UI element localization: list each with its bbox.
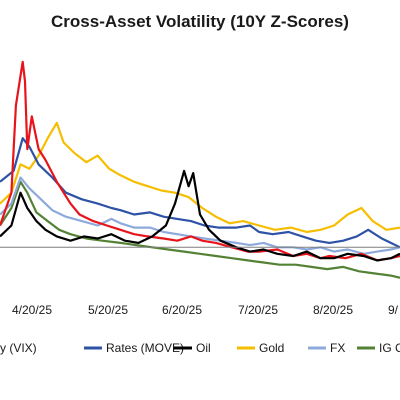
plot-area xyxy=(0,60,400,279)
legend-label: Oil xyxy=(196,341,211,355)
x-tick-label: 7/20/25 xyxy=(238,303,278,317)
legend-label: FX xyxy=(330,341,345,355)
series-line-1 xyxy=(0,137,400,249)
legend-label: y (VIX) xyxy=(0,341,37,355)
series-line-5 xyxy=(0,180,400,279)
legend-label: Rates (MOVE) xyxy=(106,341,184,355)
chart-title: Cross-Asset Volatility (10Y Z-Scores) xyxy=(51,12,349,31)
x-tick-label: 9/ xyxy=(388,303,399,317)
legend-label: IG Cre xyxy=(379,341,400,355)
series-line-2 xyxy=(0,169,400,262)
series-line-3 xyxy=(0,121,400,234)
x-tick-label: 5/20/25 xyxy=(88,303,128,317)
x-axis-tick-labels: 4/20/25 5/20/25 6/20/25 7/20/25 8/20/25 9/ xyxy=(12,303,399,317)
legend-label: Gold xyxy=(259,341,284,355)
x-tick-label: 6/20/25 xyxy=(162,303,202,317)
legend: y (VIX) Rates (MOVE) Oil Gold FX IG Cre xyxy=(0,341,400,355)
x-tick-label: 4/20/25 xyxy=(12,303,52,317)
x-tick-label: 8/20/25 xyxy=(313,303,353,317)
